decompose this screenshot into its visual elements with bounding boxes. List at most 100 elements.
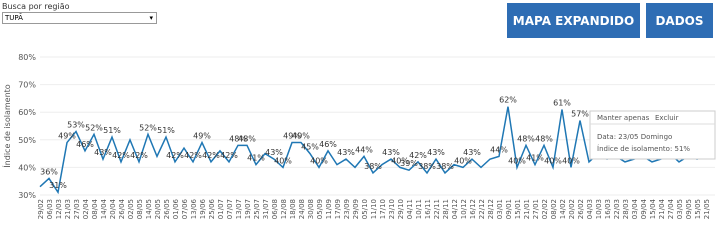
- data-label: 40%: [274, 156, 292, 165]
- data-label: 41%: [247, 154, 265, 163]
- x-tick-label: 12/08: [280, 199, 288, 219]
- x-tick-label: 07/07: [226, 199, 234, 219]
- x-tick-label: 03/05: [676, 199, 684, 219]
- x-tick-label: 03/01: [496, 199, 504, 219]
- x-tick-label: 04/12: [451, 199, 459, 219]
- x-tick-label: 29/02: [37, 199, 45, 219]
- x-tick-label: 11/10: [370, 199, 378, 219]
- data-label: 43%: [94, 148, 112, 157]
- x-tick-label: 20/05: [154, 199, 162, 219]
- x-tick-label: 02/05: [127, 199, 135, 219]
- map-button[interactable]: MAPA EXPANDIDO: [507, 3, 640, 38]
- data-label: 40%: [454, 156, 472, 165]
- x-tick-label: 09/01: [505, 199, 513, 219]
- data-label: 57%: [571, 109, 589, 118]
- data-label: 43%: [463, 148, 481, 157]
- x-tick-label: 04/11: [406, 199, 414, 219]
- x-tick-label: 20/04: [109, 198, 117, 219]
- data-label: 45%: [301, 143, 319, 152]
- data-label: 44%: [490, 145, 508, 154]
- y-tick-label: 50%: [18, 136, 36, 145]
- data-label: 51%: [157, 126, 175, 135]
- y-axis-label: Índice de isolamento: [1, 84, 12, 167]
- x-tick-label: 28/12: [487, 199, 495, 219]
- data-label: 44%: [355, 145, 373, 154]
- data-label: 62%: [499, 96, 517, 105]
- data-label: 53%: [67, 121, 85, 130]
- x-tick-label: 28/03: [622, 199, 630, 219]
- data-label: 42%: [184, 151, 202, 160]
- data-label: 49%: [283, 132, 301, 141]
- data-label: 42%: [166, 151, 184, 160]
- x-tick-label: 31/07: [262, 199, 270, 219]
- y-tick-label: 40%: [18, 163, 36, 172]
- x-tick-label: 10/11: [415, 199, 423, 219]
- x-tick-label: 26/02: [577, 199, 585, 219]
- x-tick-label: 16/11: [424, 199, 432, 219]
- data-label: 42%: [130, 151, 148, 160]
- data-label: 40%: [562, 156, 580, 165]
- data-label: 49%: [292, 132, 310, 141]
- x-tick-label: 03/04: [631, 198, 639, 219]
- x-tick-label: 08/05: [136, 199, 144, 219]
- data-label: 36%: [40, 167, 58, 176]
- x-tick-label: 25/07: [253, 199, 261, 219]
- data-label: 52%: [139, 123, 157, 132]
- tooltip-box: [589, 110, 716, 160]
- filter-select[interactable]: TUPÃ ▾: [2, 12, 157, 24]
- x-tick-label: 01/06: [172, 198, 180, 219]
- x-tick-label: 23/10: [388, 199, 396, 219]
- data-label: 40%: [391, 156, 409, 165]
- x-tick-label: 19/07: [244, 199, 252, 219]
- data-label: 49%: [58, 132, 76, 141]
- x-tick-label: 21/05: [703, 199, 711, 219]
- x-tick-label: 30/08: [307, 199, 315, 219]
- tooltip-action[interactable]: Manter apenas: [597, 114, 650, 122]
- tooltip-action[interactable]: Excluir: [655, 114, 679, 122]
- x-tick-label: 29/09: [352, 199, 360, 219]
- x-tick-label: 08/02: [550, 199, 558, 219]
- x-tick-label: 21/04: [658, 198, 666, 219]
- x-tick-label: 22/11: [433, 199, 441, 219]
- data-label: 46%: [76, 140, 94, 149]
- data-label: 48%: [535, 134, 553, 143]
- x-tick-label: 04/03: [586, 199, 594, 219]
- x-tick-label: 27/03: [73, 199, 81, 219]
- filter-value: TUPÃ: [5, 14, 23, 22]
- data-label: 40%: [310, 156, 328, 165]
- filter-label: Busca por região: [2, 2, 70, 11]
- x-tick-label: 13/06: [190, 198, 198, 219]
- data-label: 42%: [202, 151, 220, 160]
- data-button[interactable]: DADOS: [646, 3, 713, 38]
- data-label: 31%: [49, 181, 67, 190]
- x-tick-label: 01/07: [217, 199, 225, 219]
- tooltip: Manter apenas Excluir Data: 23/05 Doming…: [589, 110, 716, 160]
- data-label: 40%: [508, 156, 526, 165]
- data-label: 48%: [517, 134, 535, 143]
- x-tick-label: 09/05: [685, 199, 693, 219]
- x-tick-label: 18/08: [289, 199, 297, 219]
- x-tick-label: 17/09: [334, 199, 342, 219]
- x-tick-label: 28/11: [442, 199, 450, 219]
- x-tick-label: 26/04: [118, 198, 126, 219]
- data-label: 42%: [409, 151, 427, 160]
- data-label: 43%: [265, 148, 283, 157]
- data-label: 61%: [553, 98, 571, 107]
- x-tick-label: 08/04: [91, 198, 99, 219]
- x-tick-label: 22/03: [613, 199, 621, 219]
- x-tick-label: 14/04: [100, 198, 108, 219]
- x-tick-label: 14/05: [145, 199, 153, 219]
- x-tick-label: 15/04: [649, 198, 657, 219]
- data-label: 49%: [193, 132, 211, 141]
- data-label: 42%: [220, 151, 238, 160]
- x-tick-label: 25/06: [208, 198, 216, 219]
- x-tick-label: 14/02: [559, 199, 567, 219]
- tooltip-value: Índice de isolamento: 51%: [597, 144, 690, 153]
- data-label: 43%: [337, 148, 355, 157]
- data-label: 43%: [382, 148, 400, 157]
- y-tick-label: 30%: [18, 191, 36, 200]
- x-tick-label: 06/03: [46, 199, 54, 219]
- x-tick-label: 02/04: [82, 198, 90, 219]
- y-tick-label: 70%: [18, 81, 36, 90]
- x-tick-label: 02/02: [541, 199, 549, 219]
